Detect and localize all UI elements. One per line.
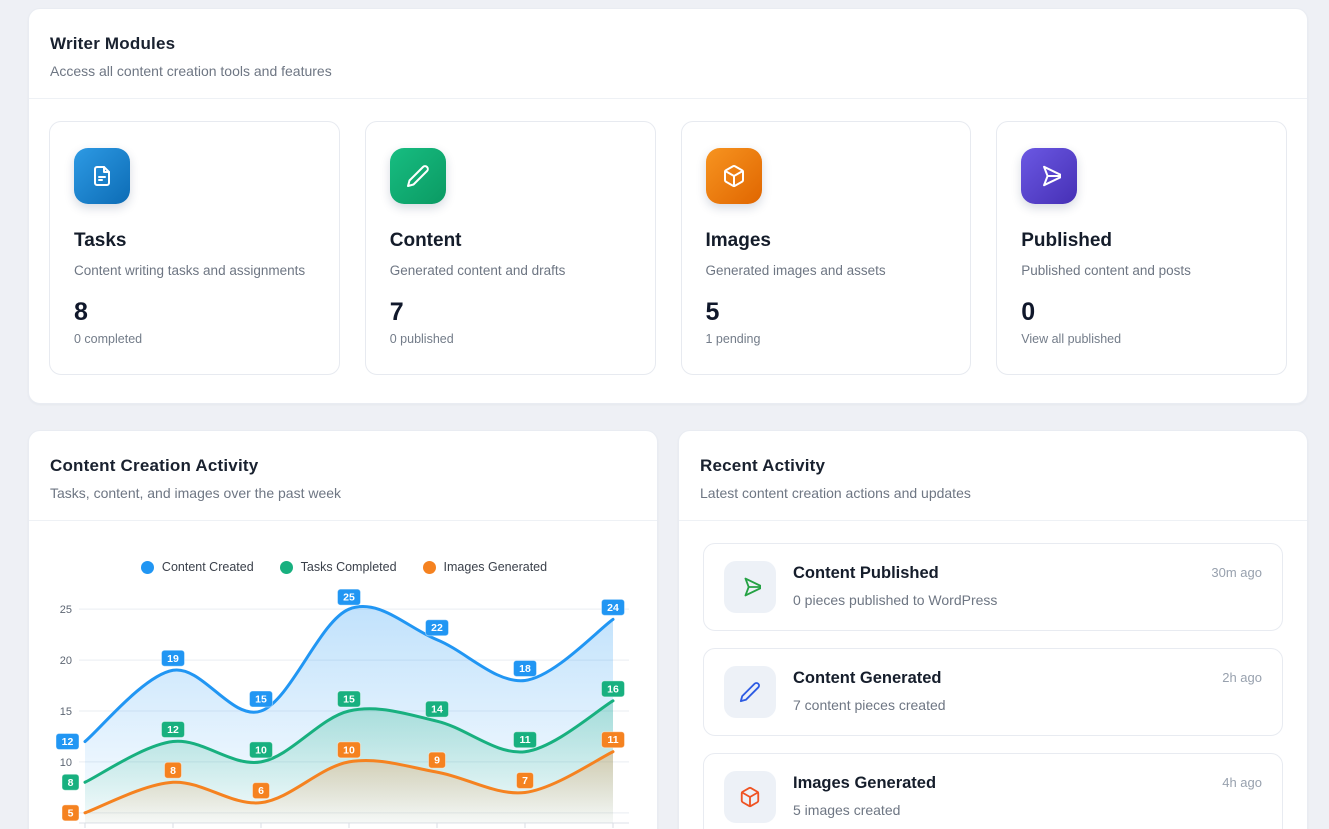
pencil-icon bbox=[389, 148, 446, 204]
chart-body: Content Created Tasks Completed Images Gen… bbox=[29, 521, 657, 829]
svg-text:10: 10 bbox=[343, 744, 355, 756]
modules-body: Tasks Content writing tasks and assignme… bbox=[29, 99, 1307, 403]
writer-modules-header: Writer Modules Access all content creati… bbox=[29, 9, 1307, 99]
svg-text:12: 12 bbox=[62, 736, 74, 748]
svg-text:8: 8 bbox=[68, 777, 74, 789]
svg-text:11: 11 bbox=[607, 734, 618, 746]
svg-text:9: 9 bbox=[434, 755, 440, 767]
activity-item-time: 2h ago bbox=[1222, 670, 1262, 685]
file-text-icon bbox=[74, 148, 130, 204]
svg-text:25: 25 bbox=[343, 592, 355, 604]
svg-text:19: 19 bbox=[167, 653, 179, 665]
svg-text:24: 24 bbox=[607, 602, 619, 614]
svg-text:10: 10 bbox=[255, 744, 267, 756]
svg-text:8: 8 bbox=[170, 765, 176, 777]
activity-panel-subtitle: Latest content creation actions and upda… bbox=[700, 485, 971, 501]
activity-item-content-published[interactable]: Content Published 0 pieces published to … bbox=[703, 543, 1283, 631]
svg-text:15: 15 bbox=[343, 694, 355, 706]
module-description: Content writing tasks and assignments bbox=[74, 263, 306, 278]
chart-panel-title: Content Creation Activity bbox=[50, 456, 259, 475]
writer-modules-panel: Writer Modules Access all content creati… bbox=[28, 8, 1308, 404]
modules-grid: Tasks Content writing tasks and assignme… bbox=[49, 121, 1287, 375]
chart-panel-header: Content Creation Activity Tasks, content… bbox=[29, 431, 657, 521]
activity-item-description: 5 images created bbox=[793, 802, 901, 818]
module-description: Generated content and drafts bbox=[389, 263, 566, 278]
legend-item[interactable]: Tasks Completed bbox=[279, 560, 397, 574]
activity-item-main: Content Generated 7 content pieces creat… bbox=[793, 666, 1205, 713]
activity-panel-header: Recent Activity Latest content creation … bbox=[679, 431, 1307, 521]
svg-text:20: 20 bbox=[60, 655, 72, 667]
svg-text:6: 6 bbox=[258, 785, 264, 797]
svg-text:18: 18 bbox=[519, 663, 531, 675]
activity-item-title: Content Generated bbox=[793, 669, 942, 687]
module-count: 8 bbox=[74, 298, 88, 326]
svg-text:10: 10 bbox=[60, 757, 72, 769]
svg-text:7: 7 bbox=[522, 775, 528, 787]
activity-item-description: 0 pieces published to WordPress bbox=[793, 592, 998, 608]
activity-item-time: 4h ago bbox=[1222, 775, 1262, 790]
activity-item-main: Content Published 0 pieces published to … bbox=[793, 561, 1194, 608]
svg-text:11: 11 bbox=[519, 734, 530, 746]
legend-label: Tasks Completed bbox=[300, 560, 397, 574]
module-description: Generated images and assets bbox=[705, 263, 886, 278]
legend-dot bbox=[279, 560, 293, 574]
cube-icon bbox=[705, 148, 762, 204]
legend-item[interactable]: Images Generated bbox=[422, 560, 548, 574]
module-title: Content bbox=[389, 230, 462, 251]
svg-text:16: 16 bbox=[607, 683, 619, 695]
activity-item-images-generated[interactable]: Images Generated 5 images created 4h ago bbox=[703, 753, 1283, 829]
legend-item[interactable]: Content Created bbox=[140, 560, 254, 574]
writer-modules-title: Writer Modules bbox=[50, 34, 176, 53]
module-title: Images bbox=[705, 230, 771, 251]
module-card-published[interactable]: Published Published content and posts 0 … bbox=[996, 121, 1287, 375]
svg-text:12: 12 bbox=[167, 724, 179, 736]
activity-item-content-generated[interactable]: Content Generated 7 content pieces creat… bbox=[703, 648, 1283, 736]
svg-text:14: 14 bbox=[431, 704, 443, 716]
module-sub-label: View all published bbox=[1021, 332, 1122, 346]
svg-text:22: 22 bbox=[431, 622, 443, 634]
module-card-images[interactable]: Images Generated images and assets 5 1 p… bbox=[680, 121, 972, 375]
cube-icon bbox=[724, 771, 776, 823]
module-sub-label: 0 completed bbox=[74, 332, 143, 346]
module-count: 0 bbox=[1021, 298, 1036, 326]
activity-item-main: Images Generated 5 images created bbox=[793, 771, 1205, 818]
module-sub-label: 0 published bbox=[389, 332, 454, 346]
activity-item-title: Content Published bbox=[793, 564, 939, 582]
lower-row: Content Creation Activity Tasks, content… bbox=[28, 430, 1308, 829]
svg-text:25: 25 bbox=[60, 604, 72, 616]
chart-legend: Content Created Tasks Completed Images Gen… bbox=[39, 557, 649, 577]
content-creation-activity-panel: Content Creation Activity Tasks, content… bbox=[28, 430, 658, 829]
activity-item-time: 30m ago bbox=[1211, 565, 1262, 580]
activity-line-chart: 510152025MonTueWedThuFriSatSun1219152522… bbox=[55, 588, 629, 828]
module-title: Published bbox=[1021, 230, 1113, 251]
chart-panel-subtitle: Tasks, content, and images over the past… bbox=[50, 485, 342, 501]
module-count: 7 bbox=[389, 298, 404, 326]
pencil-icon bbox=[724, 666, 776, 718]
module-count: 5 bbox=[705, 298, 720, 326]
activity-panel-title: Recent Activity bbox=[700, 456, 826, 475]
module-card-tasks[interactable]: Tasks Content writing tasks and assignme… bbox=[49, 121, 340, 375]
activity-list: Content Published 0 pieces published to … bbox=[679, 521, 1307, 829]
legend-label: Content Created bbox=[161, 560, 254, 574]
module-card-content[interactable]: Content Generated content and drafts 7 0… bbox=[364, 121, 656, 375]
legend-dot bbox=[140, 560, 154, 574]
svg-text:5: 5 bbox=[68, 807, 74, 819]
send-icon bbox=[724, 561, 776, 613]
activity-item-title: Images Generated bbox=[793, 774, 937, 792]
svg-text:15: 15 bbox=[255, 694, 267, 706]
legend-label: Images Generated bbox=[443, 560, 548, 574]
activity-item-description: 7 content pieces created bbox=[793, 697, 946, 713]
writer-modules-subtitle: Access all content creation tools and fe… bbox=[50, 63, 332, 79]
module-sub-label: 1 pending bbox=[705, 332, 761, 346]
module-title: Tasks bbox=[74, 230, 127, 251]
send-icon bbox=[1021, 148, 1078, 204]
svg-text:15: 15 bbox=[60, 706, 72, 718]
legend-dot bbox=[422, 560, 436, 574]
module-description: Published content and posts bbox=[1021, 263, 1191, 278]
recent-activity-panel: Recent Activity Latest content creation … bbox=[678, 430, 1308, 829]
